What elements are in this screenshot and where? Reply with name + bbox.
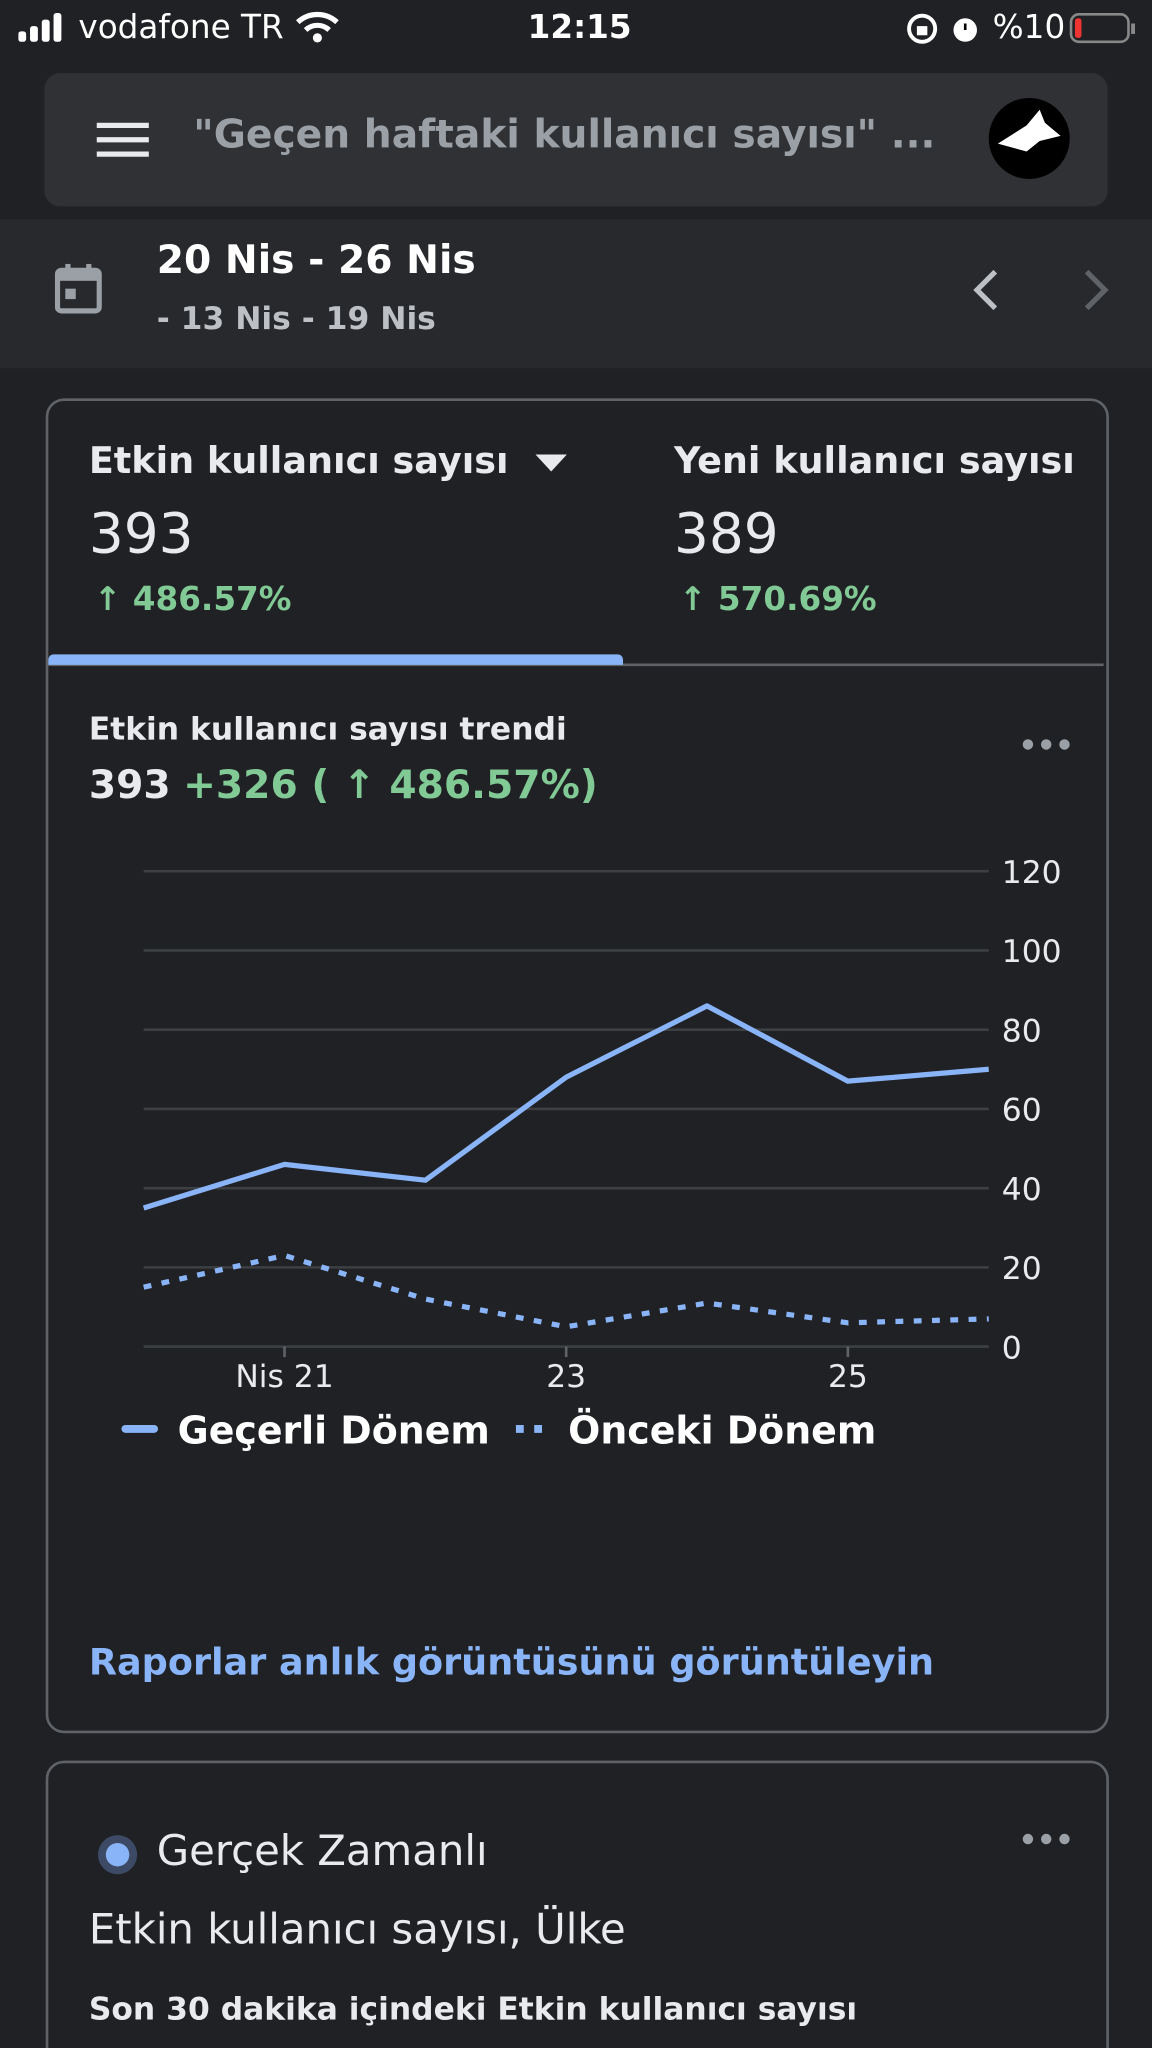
date-current[interactable]: 20 Nis - 26 Nis [156, 237, 476, 284]
realtime-card [45, 1760, 1109, 2048]
calendar-icon[interactable] [54, 263, 102, 314]
series-line [143, 1252, 989, 1330]
clock: 12:15 [527, 7, 632, 46]
status-icons [907, 13, 977, 44]
metric-label[interactable]: Yeni kullanıcı sayısı [673, 438, 1075, 482]
realtime-subtitle: Etkin kullanıcı sayısı, Ülke [88, 1904, 626, 1954]
tab-divider [48, 663, 1104, 667]
x-tick-label: Nis 21 [235, 1359, 333, 1395]
metric-change: ↑ 570.69% [679, 579, 877, 618]
trend-summary: 393 +326 ( ↑ 486.57%) [89, 763, 598, 809]
trend-change: +326 ( ↑ 486.57%) [183, 762, 598, 809]
wifi-icon [296, 11, 339, 43]
more-icon[interactable] [1021, 737, 1071, 753]
realtime-dot [97, 1835, 138, 1875]
search-bar[interactable] [44, 73, 1108, 207]
y-tick-label: 120 [1002, 855, 1062, 891]
trend-value: 393 [88, 762, 171, 809]
signal-icon [18, 13, 62, 42]
metric-value: 393 [88, 501, 194, 566]
avatar[interactable] [987, 97, 1071, 181]
y-tick-label: 80 [1002, 1013, 1042, 1049]
report-link[interactable]: Raporlar anlık görüntüsünü görüntüleyin [88, 1640, 935, 1684]
battery-icon [1069, 13, 1136, 44]
y-tick-label: 40 [1002, 1172, 1042, 1208]
metric-value: 389 [673, 501, 779, 566]
dropdown-icon[interactable] [535, 454, 567, 473]
date-previous[interactable]: - 13 Nis - 19 Nis [156, 300, 436, 337]
chart: 0 20 40 60 80 100 120 Nis 21 23 25 Geçerli Dönem Ön… [121, 855, 1062, 1452]
date-bar [0, 219, 1152, 369]
date-nav[interactable] [967, 266, 1124, 313]
search-placeholder[interactable]: "Geçen haftaki kullanıcı sayısı" ... [193, 112, 936, 159]
x-tick-label: 23 [546, 1359, 586, 1395]
realtime-title: Gerçek Zamanlı [156, 1825, 488, 1876]
y-tick-label: 100 [1002, 934, 1062, 970]
tab-indicator [48, 654, 624, 665]
battery-text: %10 [992, 7, 1066, 46]
series-line [142, 1003, 989, 1211]
trend-title: Etkin kullanıcı sayısı trendi [88, 710, 567, 748]
more-icon[interactable] [1021, 1831, 1071, 1847]
x-tick-label: 25 [828, 1359, 868, 1395]
legend-label: Geçerli Dönem [178, 1408, 490, 1452]
metric-label[interactable]: Etkin kullanıcı sayısı [88, 438, 509, 482]
y-tick-label: 60 [1002, 1093, 1042, 1129]
y-tick-label: 0 [1002, 1330, 1022, 1366]
metrics-card [45, 398, 1109, 1734]
carrier: vodafone TR [78, 7, 284, 46]
legend-label: Önceki Dönem [568, 1408, 876, 1452]
menu-icon[interactable] [96, 120, 149, 159]
y-tick-label: 20 [1002, 1251, 1042, 1287]
metric-change: ↑ 486.57% [94, 579, 292, 618]
realtime-caption: Son 30 dakika içindeki Etkin kullanıcı s… [88, 1990, 858, 2028]
